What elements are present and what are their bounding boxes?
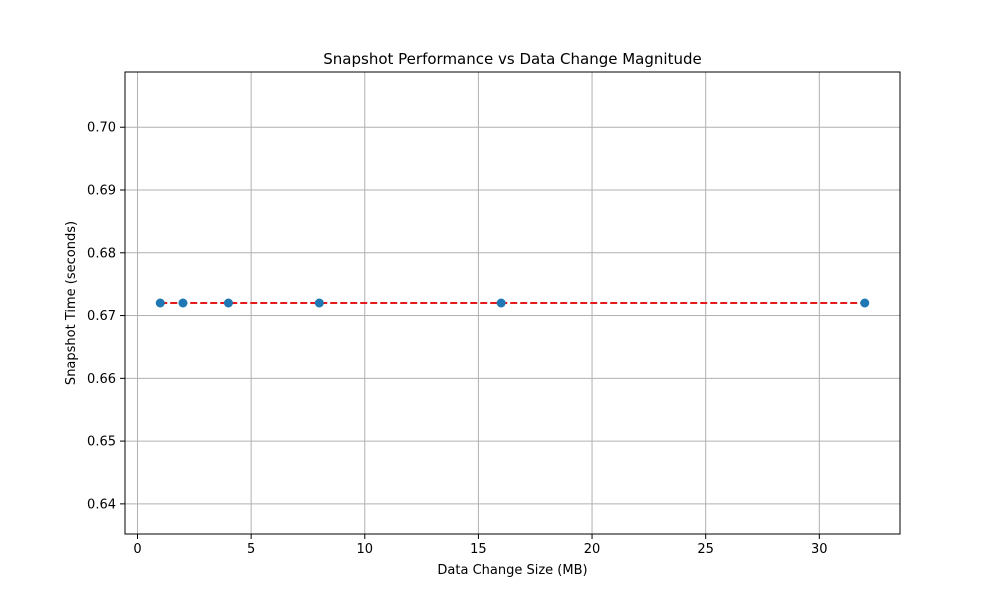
x-tick-label: 10 (356, 542, 373, 557)
y-axis-label: Snapshot Time (seconds) (64, 221, 79, 385)
y-axis-ticks: 0.64 0.65 0.66 0.67 0.68 0.69 0.70 (87, 121, 125, 512)
x-tick-label: 25 (697, 542, 714, 557)
x-axis-label: Data Change Size (MB) (437, 563, 587, 578)
y-tick-label: 0.64 (87, 497, 116, 512)
data-point (155, 298, 165, 308)
y-tick-label: 0.66 (87, 372, 116, 387)
data-point (314, 298, 324, 308)
plot-frame (124, 71, 901, 535)
chart-title: Snapshot Performance vs Data Change Magn… (323, 50, 701, 68)
data-points-layer (155, 298, 870, 308)
x-tick-label: 15 (470, 542, 487, 557)
y-tick-label: 0.68 (87, 246, 116, 261)
data-point (496, 298, 506, 308)
x-tick-label: 20 (584, 542, 601, 557)
y-tick-label: 0.65 (87, 435, 116, 450)
y-tick-label: 0.67 (87, 309, 116, 324)
data-point (860, 298, 870, 308)
y-tick-label: 0.70 (87, 121, 116, 136)
y-tick-label: 0.69 (87, 184, 116, 199)
data-point (223, 298, 233, 308)
x-tick-label: 0 (133, 542, 141, 557)
x-tick-label: 30 (811, 542, 828, 557)
x-tick-label: 5 (247, 542, 255, 557)
x-axis-ticks: 0 5 10 15 20 25 30 (133, 534, 828, 557)
data-point (178, 298, 188, 308)
